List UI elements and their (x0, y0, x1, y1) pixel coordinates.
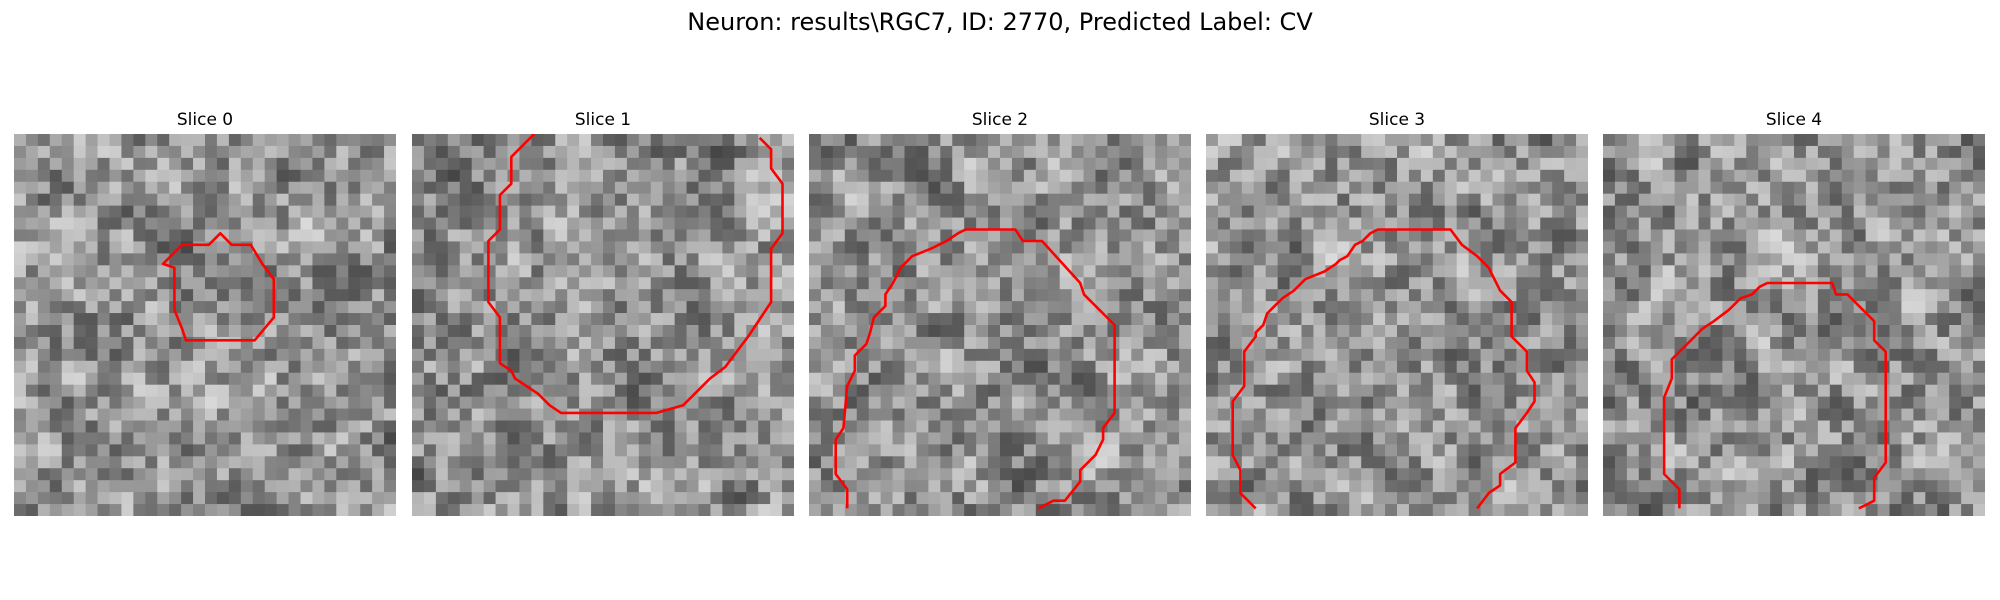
slice-image-0 (14, 134, 396, 516)
panel-title: Slice 4 (1765, 110, 1823, 130)
panel-title: Slice 1 (574, 110, 632, 130)
segmentation-contour (834, 228, 1116, 510)
panel-title: Slice 2 (971, 110, 1029, 130)
segmentation-contour (487, 134, 784, 415)
slice-image-4 (1603, 134, 1985, 516)
slice-image-1 (412, 134, 794, 516)
panel-title: Slice 0 (176, 110, 234, 130)
figure-title: Neuron: results\RGC7, ID: 2770, Predicte… (687, 8, 1313, 36)
panel-title: Slice 3 (1368, 110, 1426, 130)
slice-image-2 (809, 134, 1191, 516)
segmentation-contour (1231, 228, 1536, 510)
segmentation-contour (161, 232, 276, 342)
slice-image-3 (1206, 134, 1588, 516)
segmentation-contour (1662, 281, 1888, 510)
